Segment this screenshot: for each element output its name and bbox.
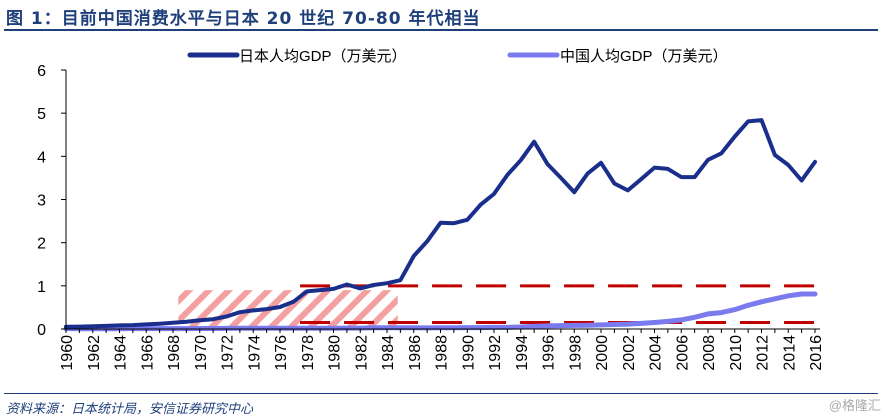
y-tick-label: 1 xyxy=(37,279,46,296)
x-tick-label: 1992 xyxy=(487,335,504,371)
x-tick-label: 1970 xyxy=(193,335,210,371)
x-tick-label: 2006 xyxy=(674,335,691,371)
x-tick-label: 1960 xyxy=(59,335,76,371)
x-tick-label: 1966 xyxy=(139,335,156,371)
x-tick-label: 1964 xyxy=(113,335,130,371)
x-tick-label: 2014 xyxy=(781,335,798,371)
x-tick-label: 1968 xyxy=(166,335,183,371)
watermark: @格隆汇 xyxy=(828,398,881,413)
x-tick-label: 1994 xyxy=(514,335,531,371)
x-tick-label: 2010 xyxy=(728,335,745,371)
x-tick-label: 1976 xyxy=(273,335,290,371)
x-tick-label: 1986 xyxy=(407,335,424,371)
series-line-japan xyxy=(64,118,817,329)
x-tick-label: 2012 xyxy=(755,335,772,371)
x-tick-label: 1974 xyxy=(246,335,263,371)
legend-label-china: 中国人均GDP（万美元） xyxy=(560,48,728,65)
y-tick-label: 0 xyxy=(37,322,46,339)
title-divider xyxy=(4,29,878,31)
x-tick-label: 1996 xyxy=(541,335,558,371)
x-tick-label: 2000 xyxy=(594,335,611,371)
x-tick-label: 1990 xyxy=(460,335,477,371)
y-tick-label: 2 xyxy=(37,236,46,253)
legend-label-japan: 日本人均GDP（万美元） xyxy=(239,48,407,65)
y-tick-label: 5 xyxy=(37,106,46,123)
y-tick-label: 4 xyxy=(37,149,46,166)
source-note: 资料来源：日本统计局，安信证券研究中心 xyxy=(6,402,254,417)
x-tick-label: 1998 xyxy=(567,335,584,371)
x-tick-label: 2002 xyxy=(621,335,638,371)
x-tick-label: 1978 xyxy=(300,335,317,371)
x-tick-label: 2016 xyxy=(808,335,825,371)
x-tick-label: 1988 xyxy=(434,335,451,371)
legend: 日本人均GDP（万美元） 中国人均GDP（万美元） xyxy=(187,48,728,65)
x-tick-label: 1972 xyxy=(220,335,237,371)
x-tick-label: 2008 xyxy=(701,335,718,371)
x-tick-label: 1982 xyxy=(353,335,370,371)
x-tick-label: 1980 xyxy=(327,335,344,371)
x-tick-label: 1962 xyxy=(86,335,103,371)
y-tick-label: 6 xyxy=(37,63,46,80)
figure-title: 图 1：目前中国消费水平与日本 20 世纪 70-80 年代相当 xyxy=(6,9,481,29)
y-tick-label: 3 xyxy=(37,193,46,210)
footer-divider xyxy=(4,393,878,394)
x-tick-label: 1984 xyxy=(380,335,397,371)
x-tick-label: 2004 xyxy=(648,335,665,371)
